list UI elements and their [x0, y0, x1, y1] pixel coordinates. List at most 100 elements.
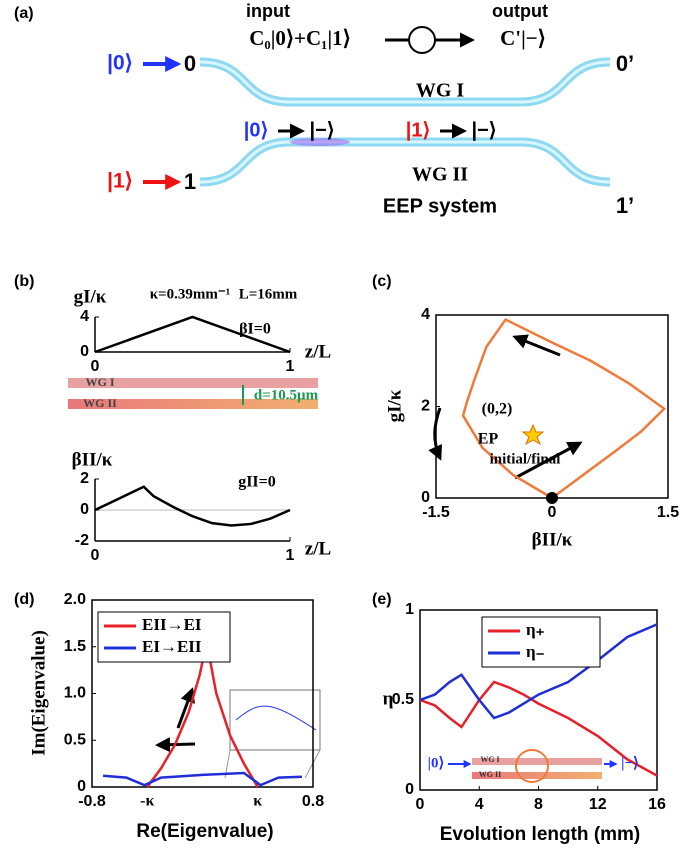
data-line	[94, 485, 291, 527]
y-tick-label: 2.0	[64, 591, 86, 608]
data-line	[102, 771, 302, 787]
state: |−⟩	[309, 119, 334, 141]
y-tick-label: 1.5	[64, 638, 86, 655]
port: 1	[184, 169, 196, 194]
annotation: WG I	[85, 375, 114, 389]
x-tick-label: -0.8	[78, 793, 106, 810]
state: |−⟩	[471, 119, 496, 141]
y-axis-label: gI/κ	[384, 389, 405, 422]
wg-label: WG I	[416, 80, 465, 102]
y-axis-label: gI/κ	[74, 286, 107, 307]
inset-strip	[472, 758, 602, 765]
panel-label: (c)	[372, 273, 392, 290]
state: |0⟩	[244, 119, 269, 141]
annotation: WG I	[480, 755, 499, 764]
legend-box	[97, 611, 231, 663]
data-line	[94, 315, 291, 354]
x-tick-label: -1.5	[422, 504, 450, 521]
y-tick-label: 4	[421, 306, 430, 323]
output-state: C'|−⟩	[500, 26, 546, 50]
inset	[229, 689, 321, 751]
annotation: |0⟩	[428, 755, 445, 771]
y-tick-label: 2	[421, 398, 430, 415]
x-tick-label: 0	[91, 358, 100, 375]
annotation: |−⟩	[621, 755, 639, 771]
glow	[290, 138, 350, 146]
inset-strip	[472, 772, 602, 779]
annotation: WG II	[479, 770, 501, 779]
x-tick-label: 0	[416, 796, 425, 813]
legend-label: EII→EI	[142, 615, 202, 634]
arrow	[514, 441, 583, 480]
legend-label: η₊	[526, 620, 545, 639]
state: |0⟩	[107, 52, 133, 75]
annotation: βI=0	[239, 321, 271, 338]
x-axis-label: z/L	[305, 538, 331, 559]
x-tick-label: κ	[253, 793, 262, 810]
y-tick-label: 4	[80, 308, 89, 325]
x-tick-label: 1.5	[657, 504, 679, 521]
diagram: (a) input C₀|0⟩+C₁|1⟩ output C'|−⟩ |0⟩ 0…	[14, 1, 634, 218]
y-tick-label: 0	[421, 489, 430, 506]
x-tick-label: 4	[475, 796, 484, 813]
waveguide-2-core	[199, 140, 611, 184]
decorations	[68, 334, 618, 783]
x-tick-label: 1	[286, 547, 295, 564]
panel-label: (a)	[14, 5, 34, 22]
panel-label: (e)	[372, 591, 392, 608]
ep-star	[521, 423, 545, 446]
x-tick-label: 0	[91, 547, 100, 564]
port: 0’	[616, 51, 634, 76]
strip-wg2	[68, 399, 318, 409]
x-axis-label: Re(Eigenvalue)	[136, 821, 273, 842]
y-tick-label: 0.5	[392, 691, 414, 708]
legend-label: η₋	[526, 642, 545, 661]
annotation: initial/final	[490, 451, 561, 467]
annotation: EP	[478, 431, 499, 448]
y-tick-label: 0	[405, 781, 414, 798]
annotation: gII=0	[238, 474, 276, 491]
port: 0	[184, 51, 196, 76]
arrow	[176, 687, 195, 729]
annotation: d=10.5μm	[254, 387, 319, 403]
y-tick-label: 0.5	[64, 731, 86, 748]
input-label: input	[246, 1, 290, 21]
y-axis-label: η	[383, 688, 394, 709]
start-marker	[546, 492, 558, 504]
y-tick-label: 0	[80, 343, 89, 360]
state: |1⟩	[406, 119, 431, 141]
data-line	[461, 317, 667, 500]
annotation: κ=0.39mm⁻¹	[150, 286, 231, 302]
loop-symbol	[408, 26, 436, 54]
inset-loop	[515, 749, 549, 783]
data-line	[419, 680, 658, 777]
x-tick-label: 12	[589, 796, 607, 813]
y-tick-label: 1	[405, 601, 414, 618]
legend-label: EI→EII	[142, 637, 202, 656]
annotation: (0,2)	[482, 401, 513, 418]
port: 1’	[616, 193, 634, 218]
waveguide-1-core	[199, 60, 611, 104]
x-axis-label: z/L	[305, 341, 331, 362]
y-tick-label: 2	[80, 470, 89, 487]
x-axis-label: βII/κ	[532, 529, 573, 550]
output-label: output	[492, 1, 548, 21]
arrow	[428, 407, 442, 461]
y-tick-label: -2	[75, 532, 89, 549]
x-tick-label: 8	[534, 796, 543, 813]
y-tick-label: 0	[80, 501, 89, 518]
panel-label: (d)	[14, 591, 34, 608]
annotation: L=16mm	[239, 286, 298, 302]
y-tick-label: 0	[77, 778, 86, 795]
x-tick-label: 0	[548, 504, 557, 521]
x-tick-label: 16	[648, 796, 666, 813]
wg-label: WG II	[412, 164, 468, 186]
annotation: WG II	[83, 396, 117, 410]
y-axis-label: βII/κ	[72, 449, 113, 470]
x-tick-label: -κ	[140, 793, 154, 810]
y-tick-label: 1.0	[64, 685, 86, 702]
input-state: C₀|0⟩+C₁|1⟩	[249, 26, 351, 50]
legend-box	[481, 616, 601, 668]
arrow	[155, 737, 196, 753]
